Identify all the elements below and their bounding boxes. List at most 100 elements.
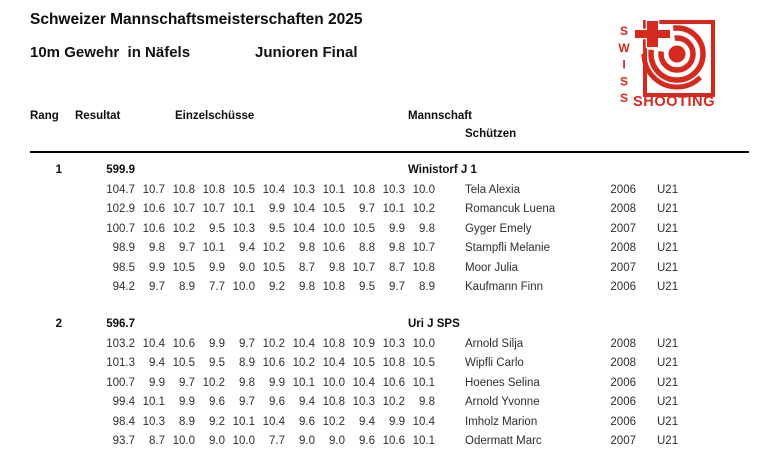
shooter-year: 2008 (610, 357, 636, 370)
shooter-year: 2007 (610, 261, 636, 274)
shot-value: 10.2 (292, 357, 315, 370)
shot-value: 10.5 (172, 261, 195, 274)
shot-value: 9.9 (209, 337, 225, 350)
shot-value: 10.6 (172, 337, 195, 350)
shot-value: 9.0 (329, 435, 345, 448)
shooter-result: 100.7 (106, 376, 135, 389)
shot-value: 10.3 (142, 415, 165, 428)
swiss-shooting-target-icon (633, 18, 715, 97)
shot-value: 10.5 (322, 203, 345, 216)
shot-value: 9.6 (299, 415, 315, 428)
shot-value: 10.8 (202, 183, 225, 196)
shot-value: 10.4 (352, 376, 375, 389)
shooter-category: U21 (657, 357, 679, 370)
shot-value: 10.1 (412, 376, 435, 389)
shot-value: 8.7 (149, 435, 165, 448)
page-title: Schweizer Mannschaftsmeisterschaften 202… (30, 11, 363, 28)
shot-value: 10.0 (322, 376, 345, 389)
shot-value: 8.9 (419, 281, 435, 294)
shooter-result: 99.4 (112, 396, 135, 409)
shot-value: 9.7 (359, 203, 375, 216)
header-divider-line (30, 151, 749, 153)
shooter-result: 102.9 (106, 203, 135, 216)
shot-value: 10.2 (322, 415, 345, 428)
shooter-category: U21 (657, 261, 679, 274)
shooter-year: 2007 (610, 222, 636, 235)
shot-value: 10.3 (382, 183, 405, 196)
shot-value: 10.3 (352, 396, 375, 409)
logo-shooting-text: SHOOTING (633, 94, 716, 110)
shooter-row: 100.7 10.6 10.2 9.5 10.3 9.5 10.4 10.0 10.5 9.9 9.… (0, 219, 775, 239)
shot-value: 9.6 (269, 396, 285, 409)
shot-value: 9.7 (149, 281, 165, 294)
shooter-year: 2008 (610, 337, 636, 350)
shot-value: 10.6 (262, 357, 285, 370)
shooter-row: 99.4 10.1 9.9 9.6 9.7 9.6 9.4 10.8 10.3 10.2 9.8 Ar… (0, 393, 775, 413)
shot-value: 10.0 (172, 435, 195, 448)
shot-value: 10.7 (142, 183, 165, 196)
shot-value: 10.3 (382, 337, 405, 350)
shooter-name: Imholz Marion (465, 415, 538, 428)
team-block: 2 596.7 Uri J SPS 103.2 10.4 10.6 9.9 9.7 10.2 10… (0, 314, 775, 451)
shooter-year: 2006 (610, 396, 636, 409)
shot-value: 9.4 (149, 357, 165, 370)
shot-value: 9.9 (149, 261, 165, 274)
shooter-category: U21 (657, 337, 679, 350)
shot-value: 9.8 (419, 222, 435, 235)
shot-value: 9.0 (209, 435, 225, 448)
shot-value: 9.8 (419, 396, 435, 409)
shooter-year: 2007 (610, 435, 636, 448)
shooter-category: U21 (657, 396, 679, 409)
shot-value: 10.1 (232, 415, 255, 428)
shot-value: 10.6 (382, 376, 405, 389)
shot-value: 9.9 (149, 376, 165, 389)
shot-value: 9.8 (299, 281, 315, 294)
shooter-category: U21 (657, 435, 679, 448)
shooter-row: 98.9 9.8 9.7 10.1 9.4 10.2 9.8 10.6 8.8 9.8 10.7 St… (0, 239, 775, 259)
shot-value: 10.7 (352, 261, 375, 274)
shot-value: 9.9 (389, 415, 405, 428)
shot-value: 10.6 (142, 203, 165, 216)
shot-value: 10.2 (202, 376, 225, 389)
shot-value: 8.7 (299, 261, 315, 274)
team-rank: 2 (55, 318, 62, 330)
shot-value: 10.5 (172, 357, 195, 370)
shooter-row: 101.3 9.4 10.5 9.5 8.9 10.6 10.2 10.4 10.5 10.8 10… (0, 354, 775, 374)
shot-value: 10.8 (322, 337, 345, 350)
shot-value: 10.4 (292, 337, 315, 350)
team-name: Winistorf J 1 (408, 164, 477, 176)
shot-value: 9.5 (209, 357, 225, 370)
shot-value: 9.0 (239, 261, 255, 274)
shooter-name: Odermatt Marc (465, 435, 542, 448)
shot-value: 10.0 (322, 222, 345, 235)
shot-value: 10.8 (382, 357, 405, 370)
team-block: 1 599.9 Winistorf J 1 104.7 10.7 10.8 10.8 10.5… (0, 160, 775, 297)
shooter-result: 103.2 (106, 337, 135, 350)
shot-value: 10.9 (352, 337, 375, 350)
shooter-category: U21 (657, 222, 679, 235)
shot-value: 10.5 (262, 261, 285, 274)
shot-value: 10.1 (292, 376, 315, 389)
shooter-name: Gyger Emely (465, 222, 532, 235)
shot-value: 10.0 (412, 183, 435, 196)
shot-value: 10.4 (142, 337, 165, 350)
shot-value: 9.5 (359, 281, 375, 294)
shot-value: 8.9 (179, 281, 195, 294)
shot-value: 10.1 (142, 396, 165, 409)
team-total: 596.7 (106, 318, 135, 330)
shot-value: 9.8 (239, 376, 255, 389)
shooter-row: 93.7 8.7 10.0 9.0 10.0 7.7 9.0 9.0 9.6 10.6 10.1 Od… (0, 432, 775, 452)
column-header-rang: Rang (30, 110, 59, 122)
shooter-name: Stampfli Melanie (465, 242, 551, 255)
shot-value: 10.4 (322, 357, 345, 370)
shot-value: 9.9 (389, 222, 405, 235)
shooter-result: 98.5 (112, 261, 135, 274)
shot-value: 10.4 (292, 222, 315, 235)
team-total: 599.9 (106, 164, 135, 176)
shooter-year: 2006 (610, 183, 636, 196)
shot-value: 10.8 (322, 281, 345, 294)
team-name: Uri J SPS (408, 318, 460, 330)
shooter-name: Wipfli Carlo (465, 357, 524, 370)
shot-value: 9.9 (209, 261, 225, 274)
